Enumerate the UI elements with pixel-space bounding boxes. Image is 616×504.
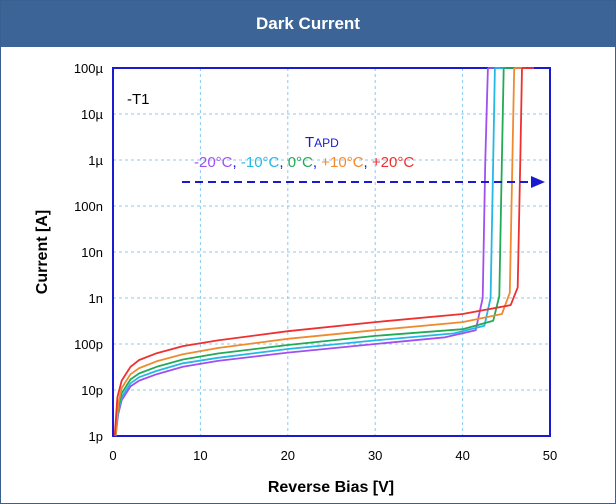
x-tick-label: 20	[281, 448, 295, 463]
legend-title-main: T	[305, 134, 314, 151]
temperature-arrow-head	[531, 176, 545, 188]
y-tick-label: 1p	[89, 429, 103, 444]
series-line	[113, 67, 523, 437]
x-tick-label: 0	[109, 448, 116, 463]
legend-title-sub: APD	[314, 136, 339, 150]
y-tick-labels: 100µ 10µ 1µ 100n 10n 1n 100p 10p 1p	[74, 61, 104, 444]
legend-separator: ,	[364, 154, 372, 171]
y-tick-label: 10p	[81, 383, 103, 398]
series-lines	[113, 67, 535, 437]
plot-border	[112, 67, 551, 437]
x-tick-label: 40	[455, 448, 469, 463]
legend-entries: -20°C, -10°C, 0°C, +10°C, +20°C	[194, 154, 414, 171]
legend-separator: ,	[279, 154, 287, 171]
legend-entry: -20°C	[194, 154, 233, 171]
model-label: -T1	[127, 91, 150, 108]
legend-separator: ,	[313, 154, 321, 171]
y-axis-title: Current [A]	[34, 210, 51, 294]
y-tick-label: 10µ	[81, 107, 103, 122]
y-tick-label: 1µ	[88, 153, 103, 168]
y-tick-label: 100µ	[74, 61, 104, 76]
chart-title: Dark Current	[256, 14, 360, 33]
x-tick-label: 10	[193, 448, 207, 463]
legend-separator: ,	[233, 154, 241, 171]
legend-entry: 0°C	[288, 154, 313, 171]
y-tick-label: 100p	[74, 337, 103, 352]
x-tick-label: 30	[368, 448, 382, 463]
legend-entry: +10°C	[321, 154, 363, 171]
series-line	[114, 67, 516, 437]
series-line	[114, 67, 505, 437]
y-tick-label: 10n	[81, 245, 103, 260]
legend-entry: +20°C	[372, 154, 414, 171]
x-axis-title: Reverse Bias [V]	[268, 479, 394, 496]
x-tick-labels: 0 10 20 30 40 50	[109, 448, 557, 463]
series-line	[114, 67, 496, 437]
x-tick-label: 50	[543, 448, 557, 463]
series-line	[114, 67, 489, 437]
chart-header: Dark Current	[1, 1, 615, 47]
y-tick-label: 1n	[89, 291, 103, 306]
y-tick-label: 100n	[74, 199, 103, 214]
legend-entry: -10°C	[241, 154, 280, 171]
legend-title: TAPD	[305, 134, 339, 151]
